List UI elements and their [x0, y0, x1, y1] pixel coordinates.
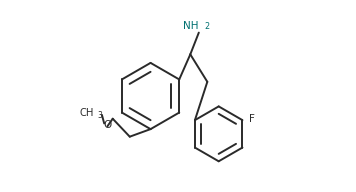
Text: 2: 2	[204, 22, 210, 31]
Text: F: F	[249, 114, 255, 124]
Text: NH: NH	[183, 21, 199, 31]
Text: 3: 3	[98, 111, 103, 120]
Text: CH: CH	[80, 108, 94, 118]
Text: O: O	[103, 120, 111, 130]
